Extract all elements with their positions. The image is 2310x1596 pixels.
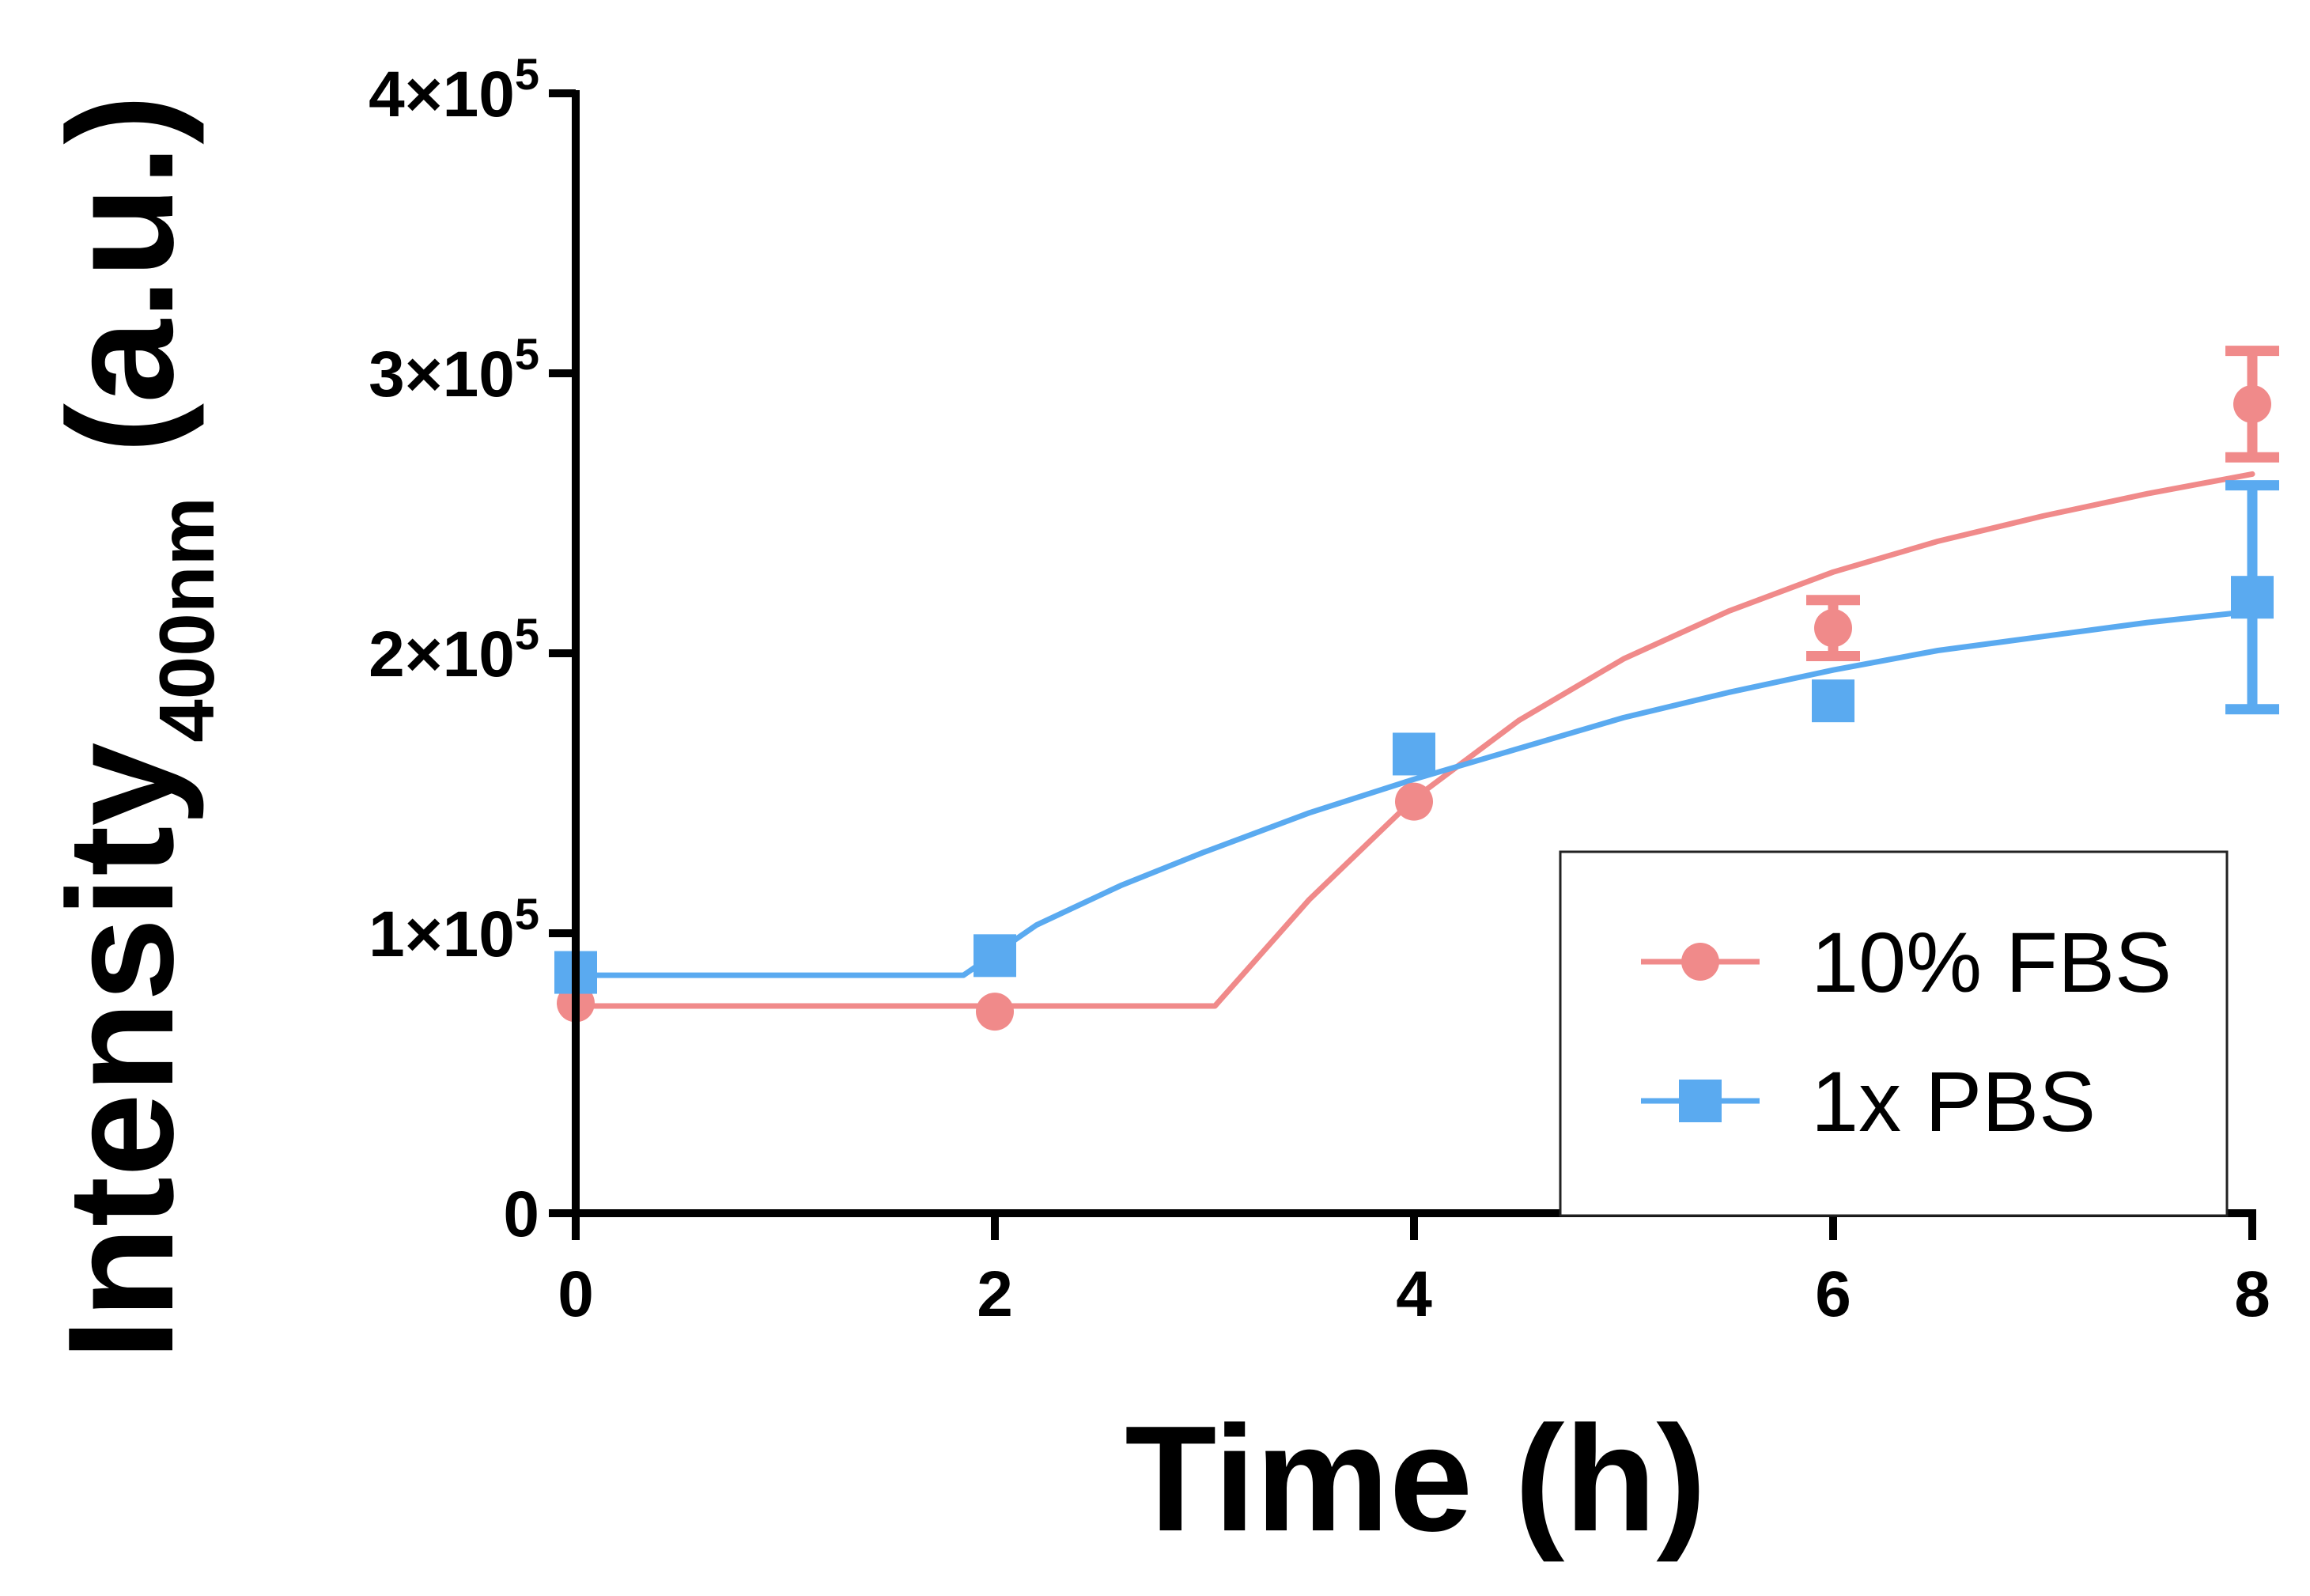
legend-entry: 1x PBS: [1641, 1053, 2096, 1149]
y-axis-title-unit: (a.u.): [37, 94, 205, 453]
data-point-pbs: [974, 934, 1016, 978]
legend-marker-circle: [1681, 943, 1719, 981]
error-bars: [1806, 346, 2279, 715]
x-tick-label: 6: [1815, 1258, 1851, 1330]
axis-titles: Time (h) Intensity400nm (a.u.): [37, 94, 1707, 1563]
legend-entry: 10% FBS: [1641, 914, 2172, 1010]
y-tick-exponent: 5: [515, 609, 539, 659]
y-tick-mantissa: 2×10: [369, 618, 515, 690]
data-point-fbs: [976, 993, 1014, 1031]
data-point-fbs: [1395, 782, 1433, 821]
y-tick-exponent: 5: [515, 889, 539, 939]
legend-box: [1559, 850, 2229, 1217]
x-tick-label: 0: [558, 1258, 594, 1330]
y-tick-label: 1×105: [369, 889, 539, 970]
data-point-fbs: [2233, 384, 2271, 423]
x-tick-label: 2: [977, 1258, 1013, 1330]
y-axis-title: Intensity400nm (a.u.): [37, 94, 230, 1360]
fit-curve-fbs: [573, 471, 2255, 1009]
y-tick-exponent: 5: [515, 329, 539, 379]
fit-curve-pbs: [573, 608, 2255, 978]
x-tick-label: 4: [1396, 1258, 1432, 1330]
y-tick-exponent: 5: [515, 49, 539, 99]
legend: 10% FBS 1x PBS: [1559, 850, 2229, 1217]
y-axis-title-subscript: 400nm: [143, 497, 230, 743]
legend-label: 1x PBS: [1811, 1053, 2096, 1149]
y-tick-mantissa: 1×10: [369, 898, 515, 970]
y-tick-mantissa: 4×10: [369, 59, 515, 130]
data-point-pbs: [1812, 679, 1854, 723]
data-point-fbs: [1814, 609, 1852, 648]
y-tick-label: 0: [503, 1178, 539, 1250]
x-axis-title: Time (h): [1125, 1395, 1706, 1563]
legend-marker-square: [1679, 1080, 1722, 1122]
data-point-pbs: [2231, 576, 2274, 619]
y-tick-mantissa: 3×10: [369, 338, 515, 410]
legend-label: 10% FBS: [1811, 914, 2172, 1010]
fit-curves: [573, 471, 2255, 1009]
x-tick-label: 8: [2234, 1258, 2270, 1330]
y-tick-label: 2×105: [369, 609, 539, 690]
y-tick-label: 3×105: [369, 329, 539, 410]
y-tick-label: 4×105: [369, 49, 539, 130]
data-point-pbs: [1393, 732, 1435, 776]
y-axis-title-main: Intensity: [37, 743, 205, 1360]
